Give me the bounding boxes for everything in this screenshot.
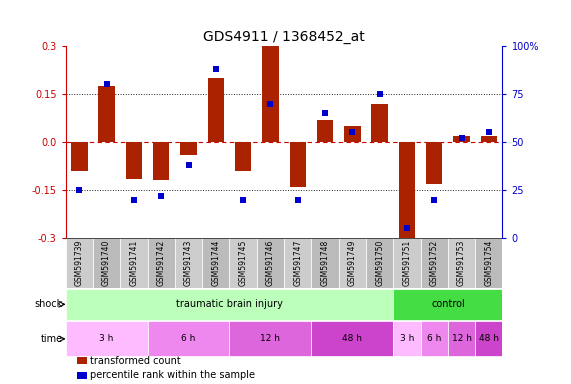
Point — [75, 187, 84, 193]
Text: 48 h: 48 h — [343, 334, 363, 343]
Text: GSM591751: GSM591751 — [403, 240, 412, 286]
Bar — [208, 78, 224, 142]
Text: 3 h: 3 h — [400, 334, 414, 343]
Bar — [153, 142, 170, 180]
Bar — [180, 142, 196, 155]
Bar — [77, 372, 87, 379]
Point — [102, 81, 111, 88]
Bar — [202, 238, 230, 288]
Text: traumatic brain injury: traumatic brain injury — [176, 299, 283, 310]
Bar — [66, 321, 147, 356]
Bar — [453, 136, 470, 142]
Point — [375, 91, 384, 97]
Bar — [344, 126, 360, 142]
Bar — [147, 321, 230, 356]
Bar — [448, 321, 475, 356]
Point — [403, 225, 412, 232]
Bar — [93, 238, 120, 288]
Point — [211, 66, 220, 72]
Bar — [257, 238, 284, 288]
Text: GSM591744: GSM591744 — [211, 240, 220, 286]
Bar — [126, 142, 142, 179]
Point — [484, 129, 493, 136]
Text: 3 h: 3 h — [99, 334, 114, 343]
Bar — [66, 289, 393, 320]
Text: GSM591740: GSM591740 — [102, 240, 111, 286]
Bar — [230, 321, 311, 356]
Bar — [311, 321, 393, 356]
Bar — [317, 120, 333, 142]
Text: time: time — [41, 334, 63, 344]
Bar — [120, 238, 147, 288]
Bar — [475, 321, 502, 356]
Point — [429, 197, 439, 203]
Text: GSM591739: GSM591739 — [75, 240, 84, 286]
Bar — [393, 321, 421, 356]
Point — [457, 135, 466, 141]
Text: GSM591753: GSM591753 — [457, 240, 466, 286]
Bar — [175, 238, 202, 288]
Bar — [371, 104, 388, 142]
Text: GSM591752: GSM591752 — [430, 240, 439, 286]
Text: GSM591743: GSM591743 — [184, 240, 193, 286]
Bar — [426, 142, 443, 184]
Text: GSM591747: GSM591747 — [293, 240, 302, 286]
Bar — [262, 46, 279, 142]
Text: percentile rank within the sample: percentile rank within the sample — [90, 371, 255, 381]
Text: shock: shock — [35, 299, 63, 310]
Bar — [311, 238, 339, 288]
Bar — [284, 238, 311, 288]
Text: GSM591742: GSM591742 — [156, 240, 166, 286]
Bar — [77, 357, 87, 364]
Bar — [448, 238, 475, 288]
Text: 6 h: 6 h — [182, 334, 196, 343]
Title: GDS4911 / 1368452_at: GDS4911 / 1368452_at — [203, 30, 365, 44]
Bar — [230, 238, 257, 288]
Point — [184, 162, 193, 168]
Bar — [289, 142, 306, 187]
Bar — [393, 238, 421, 288]
Text: 12 h: 12 h — [452, 334, 472, 343]
Text: GSM591750: GSM591750 — [375, 240, 384, 286]
Bar — [421, 238, 448, 288]
Point — [130, 197, 139, 203]
Bar — [235, 142, 251, 171]
Bar — [475, 238, 502, 288]
Point — [266, 101, 275, 107]
Text: GSM591745: GSM591745 — [239, 240, 248, 286]
Bar — [147, 238, 175, 288]
Text: GSM591754: GSM591754 — [484, 240, 493, 286]
Text: 6 h: 6 h — [427, 334, 441, 343]
Point — [320, 110, 329, 116]
Text: GSM591748: GSM591748 — [320, 240, 329, 286]
Bar — [366, 238, 393, 288]
Text: transformed count: transformed count — [90, 356, 181, 366]
Text: control: control — [431, 299, 465, 310]
Bar — [399, 142, 415, 245]
Point — [239, 197, 248, 203]
Point — [156, 193, 166, 199]
Bar — [481, 136, 497, 142]
Bar — [98, 86, 115, 142]
Bar — [421, 321, 448, 356]
Point — [293, 197, 302, 203]
Point — [348, 129, 357, 136]
Text: GSM591746: GSM591746 — [266, 240, 275, 286]
Text: GSM591749: GSM591749 — [348, 240, 357, 286]
Bar — [66, 238, 93, 288]
Text: GSM591741: GSM591741 — [130, 240, 138, 286]
Bar — [339, 238, 366, 288]
Text: 12 h: 12 h — [260, 334, 280, 343]
Bar — [71, 142, 87, 171]
Text: 48 h: 48 h — [479, 334, 499, 343]
Bar — [393, 289, 502, 320]
